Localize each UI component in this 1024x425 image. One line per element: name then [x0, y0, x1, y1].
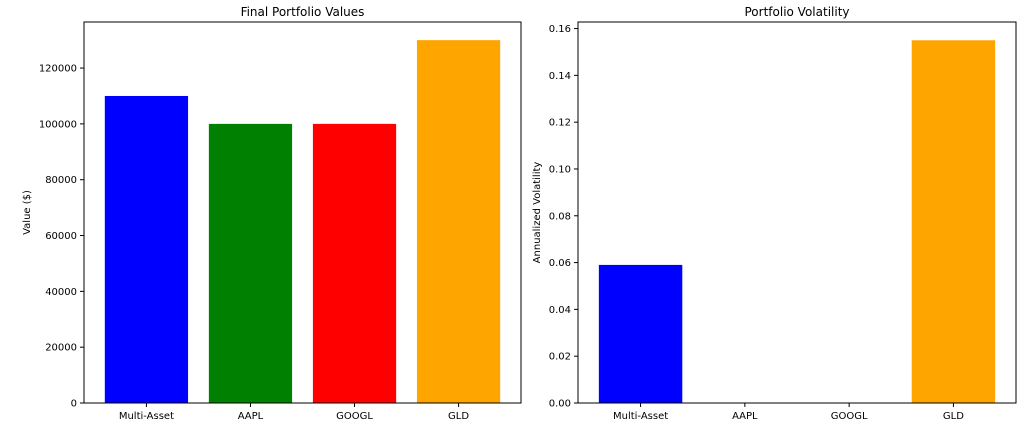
y-tick-label: 80000	[45, 175, 77, 186]
chart-portfolio-volatility: Multi-Asset AAPL GOOGL GLD 0.00 0.02 0.04 0.06 0…	[532, 5, 1017, 422]
bar-aapl	[208, 123, 293, 403]
y-tick-label: 20000	[45, 343, 77, 354]
y-tick-label: 0.06	[549, 258, 571, 269]
y-tick-label: 0.10	[549, 164, 571, 175]
x-tick-label: GOOGL	[831, 411, 868, 422]
bar-gld	[416, 40, 501, 403]
y-tick-label: 120000	[39, 64, 77, 75]
chart-title: Portfolio Volatility	[745, 5, 850, 19]
y-tick-label: 0.02	[549, 352, 571, 363]
y-axis-label: Value ($)	[22, 190, 33, 235]
bar-gld	[911, 40, 996, 403]
y-tick-label: 0.12	[549, 118, 571, 129]
x-tick-label: GLD	[448, 411, 469, 422]
x-tick-label: AAPL	[238, 411, 264, 422]
y-tick-label: 0.08	[549, 211, 571, 222]
y-tick-label: 0.16	[549, 24, 571, 35]
bar-multi-asset	[598, 264, 683, 403]
y-tick-label: 0	[71, 399, 77, 410]
chart-final-portfolio-values: Multi-Asset AAPL GOOGL GLD 0 20000 40000 60000 8…	[22, 5, 522, 422]
x-tick-label: GLD	[943, 411, 964, 422]
plot-frame	[577, 21, 1017, 404]
y-tick-label: 60000	[45, 231, 77, 242]
y-tick-label: 40000	[45, 287, 77, 298]
bar-googl	[312, 123, 397, 403]
y-tick-label: 0.00	[549, 399, 571, 410]
bar-multi-asset	[104, 95, 189, 403]
y-tick-label: 0.14	[549, 71, 571, 82]
y-tick-label: 0.04	[549, 305, 571, 316]
y-tick-label: 100000	[39, 119, 77, 130]
x-tick-label: Multi-Asset	[119, 411, 174, 422]
x-tick-label: AAPL	[732, 411, 758, 422]
y-axis-label: Annualized Volatility	[532, 162, 543, 264]
chart-title: Final Portfolio Values	[241, 5, 365, 19]
plot-frame	[83, 21, 522, 404]
x-tick-label: Multi-Asset	[613, 411, 668, 422]
x-tick-label: GOOGL	[336, 411, 373, 422]
